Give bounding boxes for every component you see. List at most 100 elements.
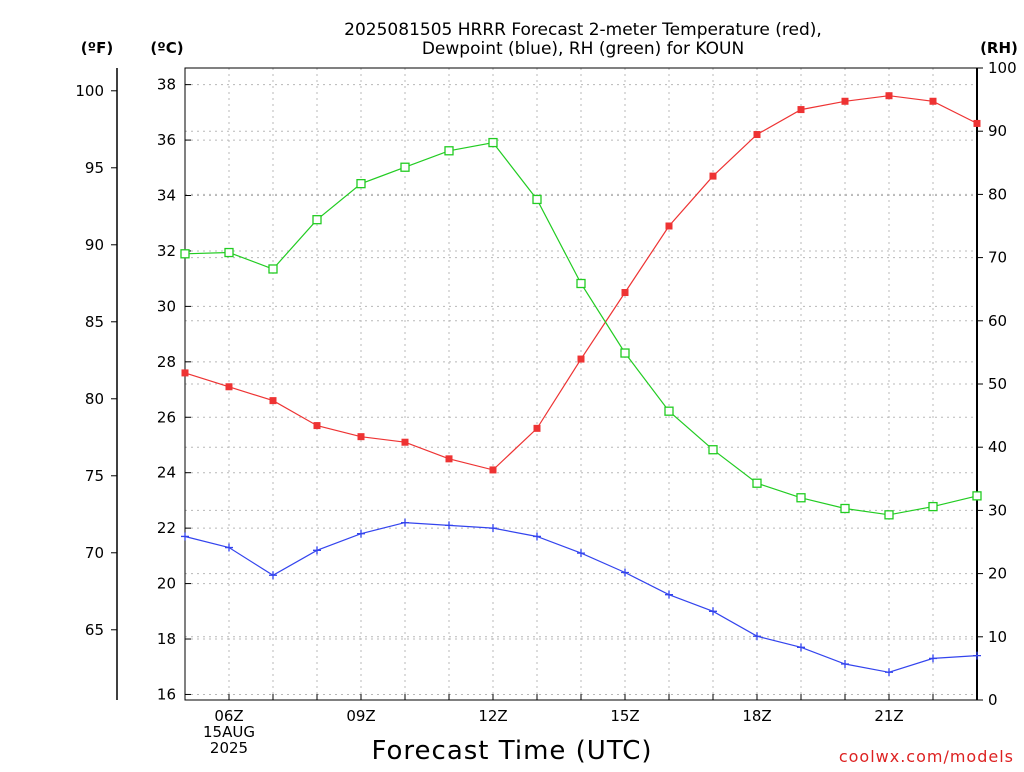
temperature-point [885, 92, 893, 100]
dewpoint-point [753, 632, 761, 641]
rh-tick-label: 50 [988, 375, 1007, 393]
dewpoint-point [533, 532, 541, 541]
site-credit: coolwx.com/models [839, 747, 1014, 766]
rh-tick-label: 60 [988, 312, 1007, 330]
temperature-point [533, 424, 541, 432]
temperature-point [181, 369, 189, 377]
relative_humidity-point [400, 162, 410, 172]
rh-tick-label: 10 [988, 628, 1007, 646]
data-series [180, 92, 982, 677]
relative_humidity-point [312, 215, 322, 225]
x-tick-label: 06Z [214, 707, 243, 725]
relative_humidity-point [444, 146, 454, 156]
relative_humidity-point [532, 194, 542, 205]
dewpoint-point [577, 549, 585, 558]
celsius-tick-label: 20 [157, 575, 176, 593]
celsius-tick-label: 36 [157, 131, 176, 149]
relative_humidity-point [620, 348, 630, 358]
dewpoint-point [445, 521, 453, 530]
fahrenheit-tick-label: 65 [85, 621, 104, 639]
dewpoint-point [313, 546, 321, 555]
temperature-point [797, 106, 805, 114]
relative_humidity-point [928, 501, 938, 512]
dewpoint-point [401, 518, 409, 527]
rh-tick-label: 90 [988, 122, 1007, 140]
dewpoint-point [621, 568, 629, 577]
x-tick-label: 12Z [478, 707, 507, 725]
rh-tick-label: 70 [988, 249, 1007, 267]
rh-tick-label: 100 [988, 59, 1017, 77]
celsius-tick-label: 30 [157, 297, 176, 315]
fahrenheit-tick-label: 80 [85, 390, 104, 408]
celsius-tick-label: 38 [157, 76, 176, 94]
celsius-tick-label: 28 [157, 353, 176, 371]
dewpoint-point [973, 651, 981, 660]
rh-tick-label: 20 [988, 565, 1007, 583]
fahrenheit-tick-label: 100 [75, 82, 104, 100]
celsius-tick-label: 22 [157, 519, 176, 537]
relative_humidity-point [180, 249, 190, 259]
axis-ticks: 6570758085909510016182022242628303234363… [75, 59, 1016, 757]
temperature-point [225, 383, 233, 391]
relative_humidity-point [972, 491, 982, 501]
rh-tick-label: 30 [988, 501, 1007, 519]
celsius-tick-label: 24 [157, 464, 176, 482]
relative_humidity-point [752, 478, 762, 488]
dewpoint-point [489, 524, 497, 533]
relative_humidity-point [488, 137, 498, 148]
relative_humidity-point [840, 503, 850, 514]
dewpoint-point [181, 532, 189, 541]
x-tick-label: 18Z [742, 707, 771, 725]
rh-tick-label: 80 [988, 185, 1007, 203]
relative_humidity-point [796, 493, 806, 503]
temperature-point [401, 438, 409, 446]
relative_humidity-point [884, 510, 894, 520]
dewpoint-point [225, 543, 233, 552]
dewpoint-point [709, 607, 717, 616]
celsius-tick-label: 26 [157, 408, 176, 426]
temperature-point [621, 289, 629, 297]
dewpoint-point [885, 668, 893, 677]
dewpoint-point [797, 643, 805, 652]
temperature-point [973, 119, 981, 127]
x-tick-label: 15Z [610, 707, 639, 725]
temperature-point [489, 466, 497, 474]
temperature-point [577, 355, 585, 363]
relative_humidity-point [708, 445, 718, 455]
dewpoint-point [665, 590, 673, 599]
celsius-tick-label: 34 [157, 187, 176, 205]
fahrenheit-tick-label: 95 [85, 159, 104, 177]
temperature-point [753, 131, 761, 139]
rh-axis-unit-label: (RH) [980, 39, 1018, 57]
relative_humidity-point [576, 278, 586, 289]
temperature-point [665, 222, 673, 230]
celsius-axis-unit-label: (ºC) [150, 39, 183, 57]
fahrenheit-tick-label: 70 [85, 544, 104, 562]
x-tick-label: 2025 [210, 739, 248, 757]
grid-lines [185, 68, 977, 700]
rh-tick-label: 0 [988, 691, 998, 709]
temperature-point [313, 422, 321, 430]
x-tick-label: 21Z [874, 707, 903, 725]
celsius-tick-label: 18 [157, 630, 176, 648]
relative_humidity-point [268, 264, 278, 274]
temperature-point [929, 97, 937, 105]
rh-tick-label: 40 [988, 438, 1007, 456]
fahrenheit-tick-label: 75 [85, 467, 104, 485]
temperature-point [269, 397, 277, 405]
celsius-tick-label: 32 [157, 242, 176, 260]
relative_humidity-point [356, 179, 366, 189]
x-axis-label: Forecast Time (UTC) [371, 736, 652, 766]
fahrenheit-axis-unit-label: (ºF) [81, 39, 113, 57]
temperature-point [357, 433, 365, 441]
dewpoint-point [929, 654, 937, 663]
relative_humidity-point [664, 406, 674, 416]
dewpoint-point [269, 571, 277, 580]
temperature-point [709, 172, 717, 180]
chart-title-line-2: Dewpoint (blue), RH (green) for KOUN [422, 39, 744, 59]
fahrenheit-tick-label: 90 [85, 236, 104, 254]
relative_humidity-point [224, 247, 234, 258]
dewpoint-point [841, 659, 849, 668]
temperature-point [445, 455, 453, 463]
